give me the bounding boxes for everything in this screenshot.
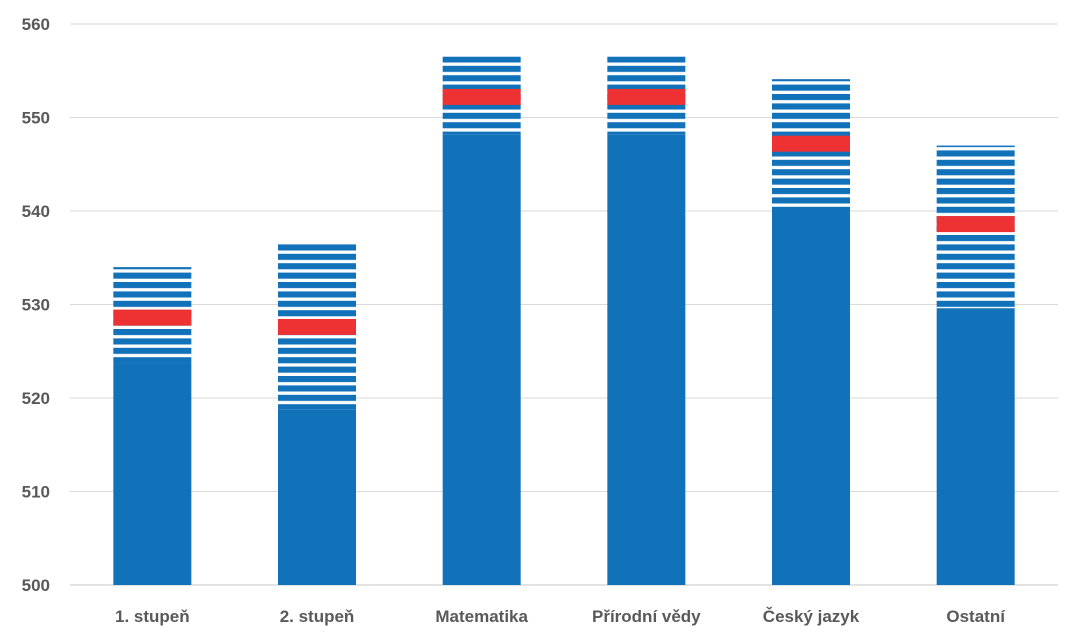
bar-marker [113, 309, 192, 326]
y-tick-label: 500 [22, 576, 50, 595]
bar-solid [936, 308, 1015, 585]
x-tick-label: 1. stupeň [115, 607, 190, 626]
y-tick-label: 510 [22, 483, 50, 502]
bar-marker [278, 318, 356, 335]
bar-solid [113, 362, 192, 585]
x-tick-label: Matematika [435, 607, 528, 626]
y-tick-label: 520 [22, 389, 50, 408]
x-tick-label: Český jazyk [763, 607, 860, 626]
bar-marker [607, 88, 686, 105]
y-tick-label: 560 [22, 15, 50, 34]
bar-solid [442, 134, 521, 585]
bar-solid [772, 211, 850, 585]
x-tick-label: 2. stupeň [280, 607, 355, 626]
bar-solid [607, 134, 686, 585]
y-tick-label: 540 [22, 202, 50, 221]
x-tick-label: Ostatní [946, 607, 1006, 626]
x-tick-label: Přírodní vědy [592, 607, 701, 626]
bar-marker [442, 88, 521, 105]
bar-marker [936, 216, 1015, 233]
y-tick-label: 530 [22, 296, 50, 315]
bar-marker [772, 135, 850, 152]
y-tick-label: 550 [22, 109, 50, 128]
bar-solid [278, 409, 356, 585]
